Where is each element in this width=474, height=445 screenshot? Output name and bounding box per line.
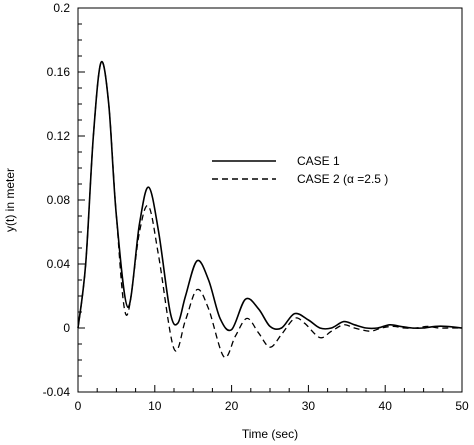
- plot-frame: [77, 7, 463, 393]
- y-tick-label: 0.04: [47, 257, 71, 271]
- y-axis-label: y(t) in meter: [3, 168, 17, 232]
- y-tick-label: 0.12: [47, 129, 71, 143]
- legend-label-case-1: CASE 1: [297, 154, 340, 168]
- x-tick-label: 30: [302, 399, 316, 413]
- y-tick-label: 0.08: [47, 193, 71, 207]
- series-layer: [77, 60, 463, 359]
- plot-area: -0.04 0 0.04 0.08 0.12 0.16 0.2 0 10 20 30 40 50: [43, 1, 469, 413]
- x-tick-label: 20: [225, 399, 239, 413]
- y-tick-label: 0: [63, 321, 70, 335]
- x-tick-label: 40: [379, 399, 393, 413]
- x-axis-label: Time (sec): [242, 427, 298, 441]
- y-axis-ticks: -0.04 0 0.04 0.08 0.12 0.16 0.2: [43, 1, 85, 399]
- legend: CASE 1 CASE 2 (α =2.5 ): [212, 154, 388, 186]
- series-line-case-1: [77, 60, 463, 332]
- x-tick-label: 50: [455, 399, 469, 413]
- x-tick-label: 0: [75, 399, 82, 413]
- x-axis-ticks: 0 10 20 30 40 50: [75, 385, 469, 413]
- x-tick-label: 10: [148, 399, 162, 413]
- y-tick-label: 0.2: [53, 1, 70, 15]
- y-tick-label: 0.16: [47, 65, 71, 79]
- legend-label-case-2: CASE 2 (α =2.5 ): [297, 172, 388, 186]
- y-tick-label: -0.04: [43, 385, 71, 399]
- series-line-case-2: [77, 60, 462, 359]
